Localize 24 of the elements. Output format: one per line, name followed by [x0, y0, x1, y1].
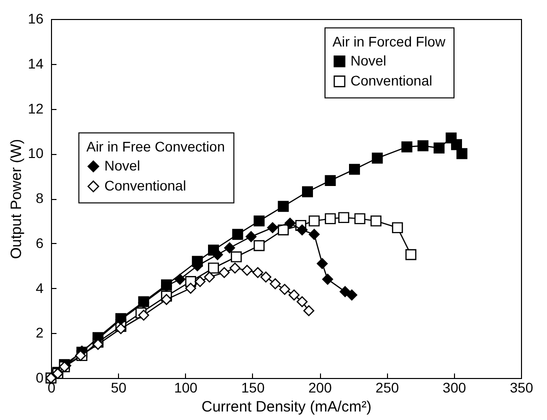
x-tick-label: 200: [308, 380, 332, 396]
annotation: Air in Forced Flow: [332, 33, 446, 50]
y-tick-label: 10: [28, 145, 44, 162]
y-tick-label: 8: [36, 190, 44, 206]
y-tick-label: 16: [28, 10, 44, 26]
x-tick-label: 300: [442, 380, 466, 396]
y-tick-label: 2: [36, 324, 44, 341]
y-tick-label: 0: [36, 370, 44, 386]
x-axis-title: Current Density (mA/cm²): [201, 398, 372, 416]
y-tick-label: 6: [36, 234, 44, 251]
x-tick-label: 350: [510, 380, 534, 396]
annotation: Air in Free Convection: [86, 138, 225, 154]
legend-label: Conventional: [350, 72, 432, 88]
x-tick-label: 100: [174, 380, 198, 396]
x-tick-label: 250: [376, 380, 400, 396]
y-tick-label: 14: [28, 55, 44, 72]
x-tick-label: 50: [110, 380, 127, 396]
y-axis-title: Output Power (W): [8, 138, 25, 260]
legend-label: Novel: [104, 157, 140, 174]
x-tick-label: 150: [241, 380, 265, 396]
legend-label: Conventional: [104, 177, 186, 194]
y-tick-label: 12: [28, 100, 44, 116]
legend-label: Novel: [350, 52, 386, 68]
y-tick-label: 4: [36, 280, 44, 296]
